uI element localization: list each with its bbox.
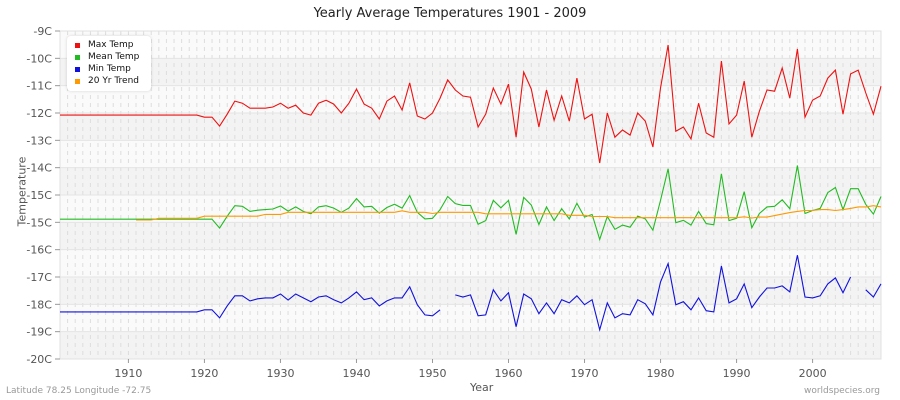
svg-text:-15C: -15C bbox=[26, 216, 52, 229]
svg-text:1980: 1980 bbox=[647, 367, 675, 380]
svg-text:-14C: -14C bbox=[26, 162, 52, 175]
svg-text:1930: 1930 bbox=[266, 367, 294, 380]
svg-text:-10C: -10C bbox=[26, 52, 52, 65]
legend-item-mean-temp: Mean Temp bbox=[75, 51, 151, 63]
legend-label: Min Temp bbox=[88, 64, 131, 74]
svg-text:-15C: -15C bbox=[26, 189, 52, 202]
svg-text:-16C: -16C bbox=[26, 244, 52, 257]
legend-swatch-max-icon bbox=[75, 42, 80, 48]
legend-item-trend: 20 Yr Trend bbox=[75, 75, 151, 87]
legend-swatch-min-icon bbox=[75, 66, 80, 72]
legend-label: Mean Temp bbox=[88, 52, 140, 62]
legend-label: Max Temp bbox=[88, 40, 134, 50]
svg-text:1910: 1910 bbox=[114, 367, 142, 380]
svg-text:1970: 1970 bbox=[571, 367, 599, 380]
svg-text:-17C: -17C bbox=[26, 271, 52, 284]
svg-text:1950: 1950 bbox=[418, 367, 446, 380]
svg-text:1920: 1920 bbox=[190, 367, 218, 380]
legend-item-min-temp: Min Temp bbox=[75, 63, 151, 75]
svg-text:-19C: -19C bbox=[26, 326, 52, 339]
y-axis-label: Temperature bbox=[15, 156, 29, 227]
location-caption: Latitude 78.25 Longitude -72.75 bbox=[6, 386, 152, 396]
source-link[interactable]: worldspecies.org bbox=[803, 386, 880, 396]
svg-text:1940: 1940 bbox=[342, 367, 370, 380]
legend-label: 20 Yr Trend bbox=[88, 76, 140, 86]
svg-text:1960: 1960 bbox=[495, 367, 523, 380]
chart-legend: Max Temp Mean Temp Min Temp 20 Yr Trend bbox=[67, 36, 151, 91]
x-axis-label: Year bbox=[470, 381, 494, 394]
svg-text:1990: 1990 bbox=[723, 367, 751, 380]
svg-text:-20C: -20C bbox=[26, 353, 52, 366]
legend-item-max-temp: Max Temp bbox=[75, 39, 151, 51]
chart-title: Yearly Average Temperatures 1901 - 2009 bbox=[313, 6, 587, 21]
svg-text:-13C: -13C bbox=[26, 134, 52, 147]
svg-text:-18C: -18C bbox=[26, 298, 52, 311]
svg-text:-9C: -9C bbox=[33, 25, 52, 38]
svg-text:-12C: -12C bbox=[26, 107, 52, 120]
svg-text:-11C: -11C bbox=[26, 80, 52, 93]
legend-swatch-mean-icon bbox=[75, 54, 80, 60]
legend-swatch-trend-icon bbox=[75, 78, 80, 84]
svg-text:2000: 2000 bbox=[799, 367, 827, 380]
